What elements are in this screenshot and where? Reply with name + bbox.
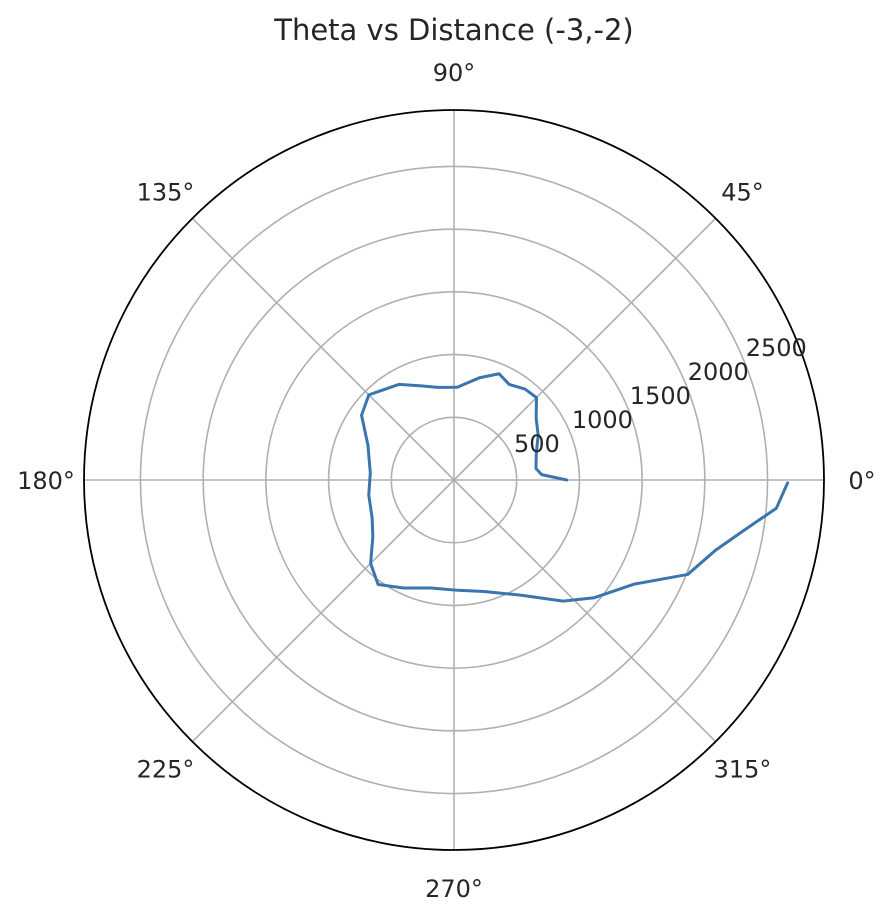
r-tick-label-2500: 2500 xyxy=(746,334,807,362)
r-tick-label-2000: 2000 xyxy=(688,358,749,386)
r-tick-label-1000: 1000 xyxy=(572,406,633,434)
chart-title: Theta vs Distance (-3,-2) xyxy=(273,13,633,47)
theta-tick-label-315: 315° xyxy=(714,756,772,784)
theta-tick-label-270: 270° xyxy=(425,875,483,903)
theta-tick-label-225: 225° xyxy=(137,756,195,784)
r-tick-label-500: 500 xyxy=(514,430,560,458)
theta-tick-label-0: 0° xyxy=(848,467,875,495)
r-tick-label-1500: 1500 xyxy=(630,382,691,410)
polar-frame xyxy=(83,109,825,851)
series-layer xyxy=(360,372,790,603)
theta-tick-label-45: 45° xyxy=(721,179,764,207)
theta-tick-label-90: 90° xyxy=(433,59,476,87)
theta-tick-label-135: 135° xyxy=(137,179,195,207)
grid-spoke-315 xyxy=(453,479,717,743)
grid-spoke-135 xyxy=(191,217,455,481)
grid-spoke-45 xyxy=(453,217,717,481)
tick-labels: 0°45°90°135°180°225°270°315°500100015002… xyxy=(17,59,876,903)
series-line-0 xyxy=(360,372,790,603)
theta-tick-label-180: 180° xyxy=(17,467,75,495)
polar-grid xyxy=(83,109,825,851)
grid-spoke-225 xyxy=(191,479,455,743)
